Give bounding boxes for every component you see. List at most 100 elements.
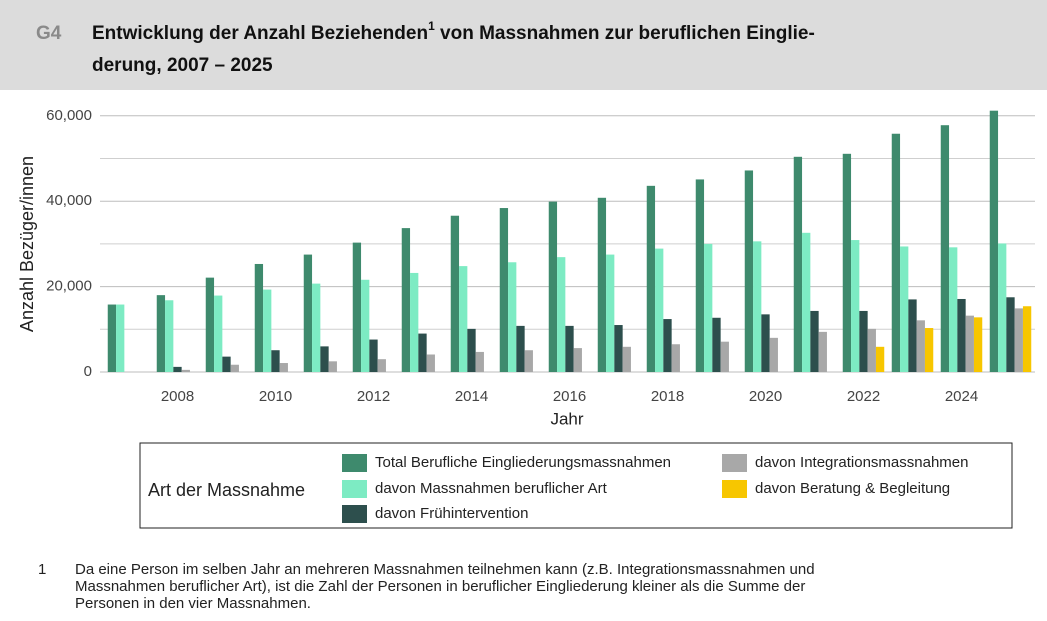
bar [107,304,117,372]
legend-label: Total Berufliche Eingliederungsmassnahme… [375,454,671,471]
title-line: Entwicklung der Anzahl Beziehenden1 von … [92,19,815,44]
bar [557,257,566,372]
bar [663,319,672,372]
legend-label: davon Massnahmen beruflicher Art [375,480,608,497]
bar [908,299,917,372]
bar [459,266,468,372]
bar [859,310,868,372]
bar [303,254,313,372]
plot: 0 20,000 40,000 60,000 2008 2010 2012 2014 2016 2… [46,107,1035,405]
legend-swatch [722,454,747,472]
bar [940,125,950,372]
x-tick-label: 2024 [945,388,978,405]
bar [279,363,288,372]
legend-swatch [342,480,367,498]
bar [181,369,190,372]
bar [205,277,215,372]
bar [320,346,329,372]
bar [214,295,223,372]
bar [753,241,762,372]
bar [263,289,272,372]
bar [254,263,264,372]
bar [377,359,386,372]
bar [156,295,166,372]
bar [842,153,852,372]
bar [1022,306,1032,372]
bar [222,356,231,372]
bar [761,314,770,372]
x-tick-label: 2008 [161,388,194,405]
legend-swatch [342,505,367,523]
y-tick-label: 0 [84,363,92,380]
bar [573,348,582,372]
bar [597,197,607,372]
bar [548,201,558,372]
figure-label: G4 [36,23,62,44]
bar [565,325,574,372]
title-part: Entwicklung der Anzahl Beziehenden [92,23,428,44]
bar [998,243,1007,372]
x-tick-label: 2016 [553,388,586,405]
bar [695,179,705,372]
y-tick-label: 40,000 [46,192,92,209]
y-tick-label: 20,000 [46,278,92,295]
x-tick-label: 2022 [847,388,880,405]
header-band [0,0,1047,90]
x-tick-label: 2010 [259,388,292,405]
bar [989,110,999,372]
bar [426,354,435,372]
footnote-marker: 1 [38,561,46,578]
bar [369,339,378,372]
x-tick-label: 2020 [749,388,782,405]
bar [949,247,958,372]
bar [655,248,664,372]
title-footnote-ref: 1 [428,19,435,33]
bar [499,208,509,372]
bar [712,317,721,372]
bar [328,361,337,372]
bar [401,228,411,372]
bar [793,156,803,372]
bar [916,320,925,372]
bar [418,333,427,372]
bar [851,240,860,372]
bar [900,246,909,372]
bar [352,242,362,372]
legend-swatch [722,480,747,498]
bar [924,328,934,372]
bar [230,364,239,372]
legend-box [139,442,1013,529]
bar [467,328,476,372]
legend-title: Art der Massnahme [148,480,305,500]
x-tick-label: 2014 [455,388,488,405]
bar [720,341,729,372]
bar [1014,308,1023,372]
bar [973,317,983,372]
legend-label: davon Integrationsmassnahmen [755,454,968,471]
title-line: derung, 2007 – 2025 [92,55,273,76]
legend-label: davon Beratung & Begleitung [755,480,950,497]
bar [744,170,754,372]
bar [875,346,885,372]
bar [769,337,778,372]
bar [165,300,174,372]
bar [646,185,656,372]
footnote-line: Da eine Person im selben Jahr an mehrere… [75,561,815,578]
x-tick-label: 2018 [651,388,684,405]
legend-label: davon Frühintervention [375,505,528,522]
bar [671,344,680,372]
bar [516,325,525,372]
title-part: von Massnahmen zur beruflichen Einglie- [435,23,815,44]
bar [957,298,966,372]
bar [606,254,615,372]
bar [622,346,631,372]
bar [524,350,533,372]
bar [965,315,974,372]
y-axis-label: Anzahl Bezüger/innen [17,156,37,332]
bar [116,304,125,372]
footnote: Da eine Person im selben Jahr an mehrere… [75,561,815,612]
bar [810,310,819,372]
footnote-line: Personen in den vier Massnahmen. [75,595,311,612]
